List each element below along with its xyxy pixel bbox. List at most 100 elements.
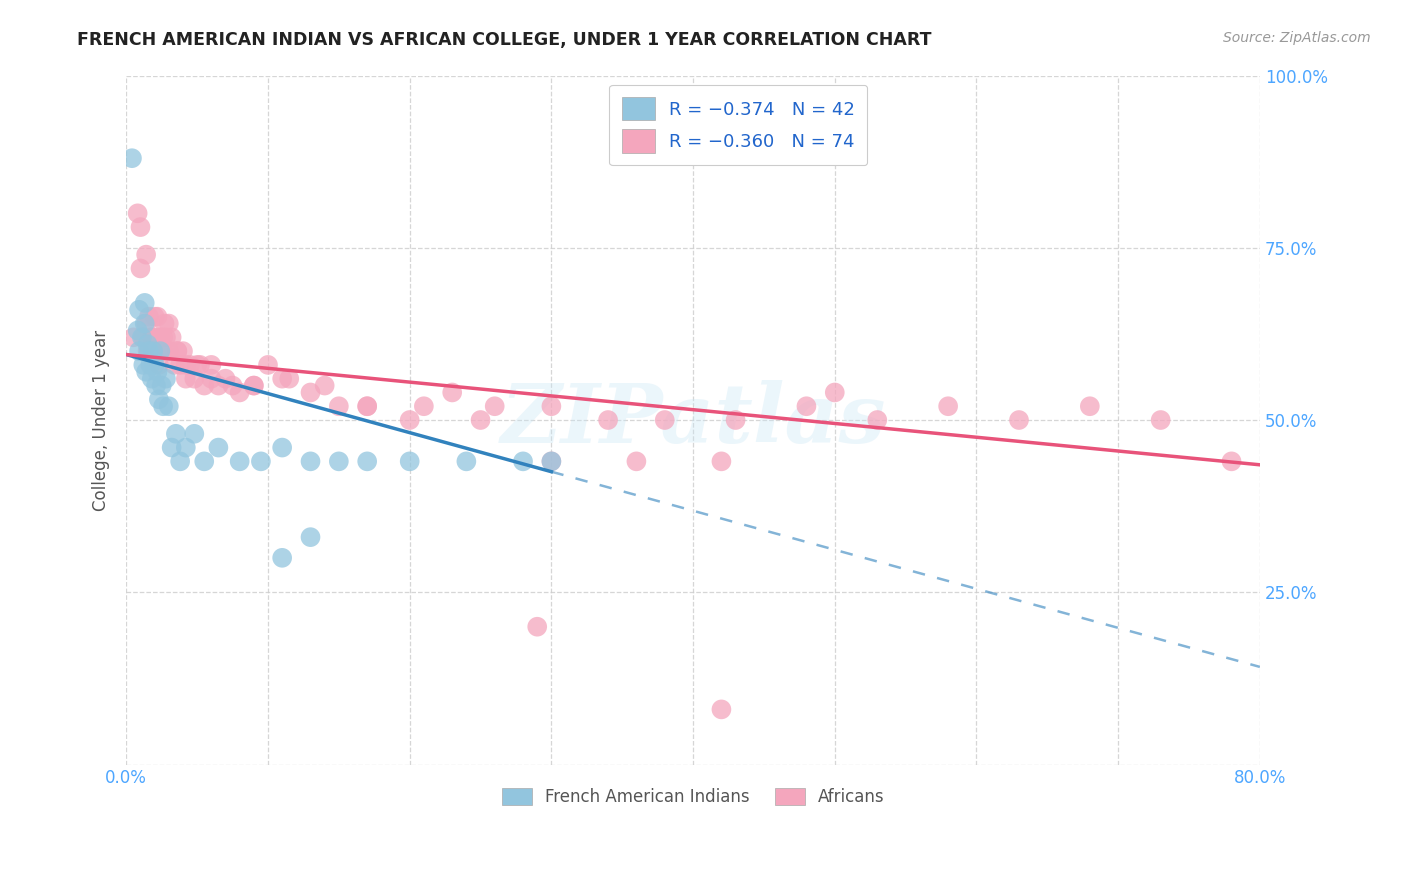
Point xyxy=(188,358,211,372)
Point xyxy=(141,330,163,344)
Point xyxy=(136,344,159,359)
Point xyxy=(157,317,180,331)
Point xyxy=(796,399,818,413)
Point xyxy=(526,620,548,634)
Point xyxy=(129,220,152,235)
Point xyxy=(174,358,197,372)
Point xyxy=(724,413,747,427)
Point xyxy=(228,385,250,400)
Point xyxy=(122,330,145,344)
Point xyxy=(299,454,322,468)
Point xyxy=(146,330,169,344)
Point xyxy=(710,702,733,716)
Point xyxy=(866,413,889,427)
Point xyxy=(1150,413,1173,427)
Point xyxy=(157,344,180,359)
Point xyxy=(314,378,336,392)
Point xyxy=(145,378,167,392)
Point xyxy=(132,358,155,372)
Point xyxy=(512,454,534,468)
Legend: French American Indians, Africans: French American Indians, Africans xyxy=(494,780,893,814)
Point xyxy=(148,358,170,372)
Point xyxy=(166,344,188,359)
Point xyxy=(299,385,322,400)
Point xyxy=(540,454,562,468)
Point xyxy=(540,399,562,413)
Point xyxy=(710,454,733,468)
Point xyxy=(278,372,301,386)
Point xyxy=(200,358,222,372)
Point xyxy=(149,330,172,344)
Y-axis label: College, Under 1 year: College, Under 1 year xyxy=(93,329,110,510)
Point xyxy=(127,323,149,337)
Point xyxy=(183,426,205,441)
Point xyxy=(441,385,464,400)
Point xyxy=(131,330,153,344)
Point xyxy=(163,358,186,372)
Point xyxy=(142,344,165,359)
Point xyxy=(328,454,350,468)
Point xyxy=(207,378,229,392)
Point xyxy=(134,296,156,310)
Point xyxy=(470,413,492,427)
Point xyxy=(136,337,159,351)
Point xyxy=(138,344,160,359)
Point xyxy=(299,530,322,544)
Point xyxy=(221,378,243,392)
Point xyxy=(1008,413,1031,427)
Point xyxy=(936,399,959,413)
Point xyxy=(207,441,229,455)
Point xyxy=(141,372,163,386)
Point xyxy=(153,317,176,331)
Point xyxy=(412,399,434,413)
Point xyxy=(141,330,163,344)
Point xyxy=(398,454,420,468)
Point xyxy=(200,372,222,386)
Point xyxy=(155,372,177,386)
Point xyxy=(157,399,180,413)
Point xyxy=(271,550,294,565)
Point xyxy=(128,302,150,317)
Point xyxy=(127,206,149,220)
Point xyxy=(626,454,648,468)
Point xyxy=(271,372,294,386)
Point xyxy=(456,454,478,468)
Point xyxy=(138,310,160,324)
Point xyxy=(148,392,170,407)
Point xyxy=(150,378,173,392)
Point xyxy=(356,399,378,413)
Point xyxy=(243,378,266,392)
Point xyxy=(179,358,201,372)
Point xyxy=(174,441,197,455)
Point xyxy=(160,330,183,344)
Point xyxy=(142,344,165,359)
Point xyxy=(152,399,174,413)
Point xyxy=(135,317,157,331)
Point xyxy=(174,372,197,386)
Point xyxy=(149,344,172,359)
Point xyxy=(172,344,194,359)
Point xyxy=(139,358,162,372)
Point xyxy=(214,372,236,386)
Point xyxy=(596,413,619,427)
Point xyxy=(540,454,562,468)
Point xyxy=(121,151,143,165)
Point xyxy=(160,441,183,455)
Point xyxy=(135,247,157,261)
Point xyxy=(186,358,208,372)
Point xyxy=(146,365,169,379)
Point xyxy=(143,310,166,324)
Point xyxy=(271,441,294,455)
Point xyxy=(135,365,157,379)
Point xyxy=(132,330,155,344)
Point xyxy=(356,454,378,468)
Point xyxy=(129,261,152,276)
Text: FRENCH AMERICAN INDIAN VS AFRICAN COLLEGE, UNDER 1 YEAR CORRELATION CHART: FRENCH AMERICAN INDIAN VS AFRICAN COLLEG… xyxy=(77,31,932,49)
Text: ZIPatlas: ZIPatlas xyxy=(501,380,886,460)
Point xyxy=(152,344,174,359)
Point xyxy=(169,358,191,372)
Point xyxy=(143,358,166,372)
Point xyxy=(169,454,191,468)
Point xyxy=(193,378,215,392)
Point xyxy=(146,310,169,324)
